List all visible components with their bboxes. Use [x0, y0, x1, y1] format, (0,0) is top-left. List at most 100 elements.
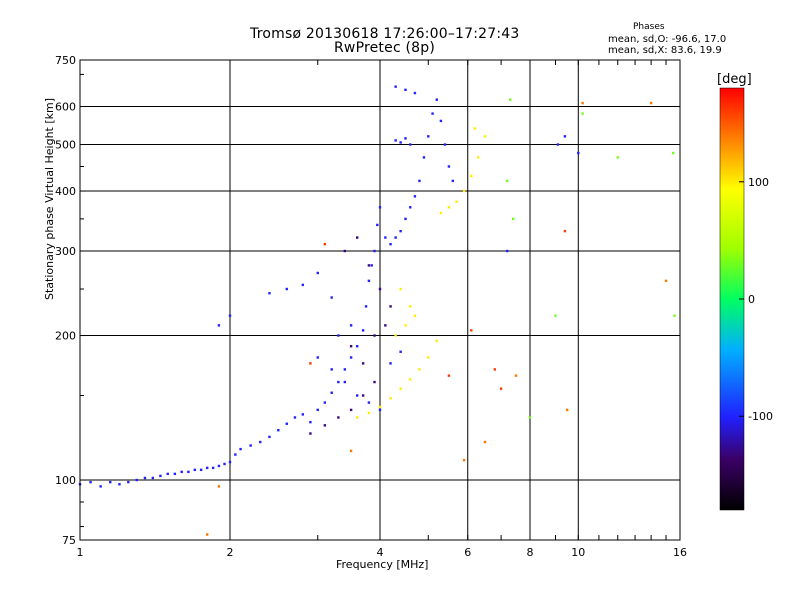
data-point: [228, 460, 232, 464]
data-point: [427, 356, 430, 359]
data-point: [180, 470, 183, 474]
data-point: [418, 179, 421, 183]
data-point: [361, 394, 365, 397]
data-point: [316, 271, 319, 275]
data-point: [477, 156, 480, 159]
data-point: [223, 462, 226, 466]
data-point: [330, 391, 333, 394]
data-point: [349, 345, 353, 348]
data-point: [228, 314, 232, 317]
data-point: [473, 127, 477, 130]
data-point: [355, 416, 359, 419]
data-point: [577, 151, 580, 155]
data-point: [109, 480, 112, 484]
x-tick-label: 8: [527, 546, 534, 559]
data-point: [277, 429, 280, 432]
data-point: [389, 362, 392, 365]
data-point: [367, 264, 371, 267]
data-point: [389, 397, 392, 400]
data-point: [370, 264, 373, 267]
data-point: [399, 287, 402, 291]
x-axis-label: Frequency [MHz]: [336, 558, 429, 571]
data-point: [199, 468, 203, 472]
data-point: [404, 324, 407, 327]
data-point: [330, 368, 333, 371]
data-point: [268, 435, 271, 439]
data-point: [316, 356, 319, 359]
data-point: [554, 314, 557, 317]
colorbar-tick-label: 0: [748, 293, 755, 306]
data-point: [316, 408, 319, 412]
phases-title: Phases: [633, 22, 665, 32]
data-point: [378, 287, 382, 291]
y-tick-label: 200: [55, 330, 76, 343]
data-point: [373, 249, 376, 253]
data-point: [355, 236, 359, 239]
data-point: [337, 416, 340, 419]
data-point: [330, 296, 333, 299]
data-point: [455, 200, 458, 203]
data-point: [367, 279, 371, 283]
y-tick-label: 100: [55, 474, 76, 487]
data-point: [349, 356, 353, 359]
data-point: [563, 229, 567, 233]
data-point: [143, 476, 147, 480]
data-point: [451, 179, 455, 183]
data-point: [323, 401, 327, 404]
data-point: [99, 485, 102, 488]
data-point: [563, 135, 567, 138]
data-point: [151, 476, 155, 480]
data-point: [384, 324, 387, 327]
data-point: [483, 135, 487, 138]
data-point: [378, 405, 382, 409]
data-point: [389, 242, 392, 246]
data-point: [511, 217, 515, 221]
data-point: [649, 101, 653, 105]
data-point: [409, 143, 412, 146]
data-point: [367, 411, 371, 415]
data-point: [173, 472, 177, 476]
x-tick-label: 16: [673, 546, 687, 559]
y-tick-label: 75: [62, 534, 76, 547]
data-point: [187, 470, 190, 474]
data-point: [409, 305, 412, 308]
data-point: [309, 420, 312, 424]
data-point: [394, 236, 397, 239]
y-tick-label: 500: [55, 139, 76, 152]
data-point: [193, 468, 197, 472]
data-point: [671, 151, 675, 155]
data-point: [361, 329, 365, 332]
data-point: [447, 206, 451, 209]
data-point: [616, 156, 619, 159]
x-tick-label: 10: [571, 546, 585, 559]
data-point: [364, 305, 368, 308]
data-point: [309, 362, 312, 365]
data-point: [409, 206, 412, 209]
data-point: [462, 189, 466, 193]
data-point: [217, 464, 221, 468]
data-point: [505, 249, 509, 253]
data-point: [343, 249, 347, 253]
data-point: [435, 98, 438, 101]
data-point: [399, 387, 402, 390]
data-point: [373, 380, 376, 384]
data-point: [217, 324, 221, 327]
data-point: [89, 480, 92, 484]
data-point: [285, 287, 288, 291]
data-point: [556, 143, 560, 146]
colorbar-tick-label: 100: [748, 176, 769, 189]
phase-colorbar: [deg] 100 0 -100: [717, 72, 773, 511]
x-axis-ticks: 1 2 4 6 8 10 16: [77, 60, 687, 559]
chart-grid: [80, 60, 680, 540]
data-point: [394, 334, 397, 337]
data-point: [399, 141, 402, 144]
data-point: [447, 374, 451, 377]
data-point: [664, 279, 668, 283]
data-point: [259, 440, 262, 444]
data-point: [301, 413, 305, 416]
data-point: [205, 466, 209, 470]
data-point: [443, 143, 447, 146]
y-tick-label: 750: [55, 54, 76, 67]
data-point: [470, 174, 473, 178]
data-point: [404, 217, 407, 221]
